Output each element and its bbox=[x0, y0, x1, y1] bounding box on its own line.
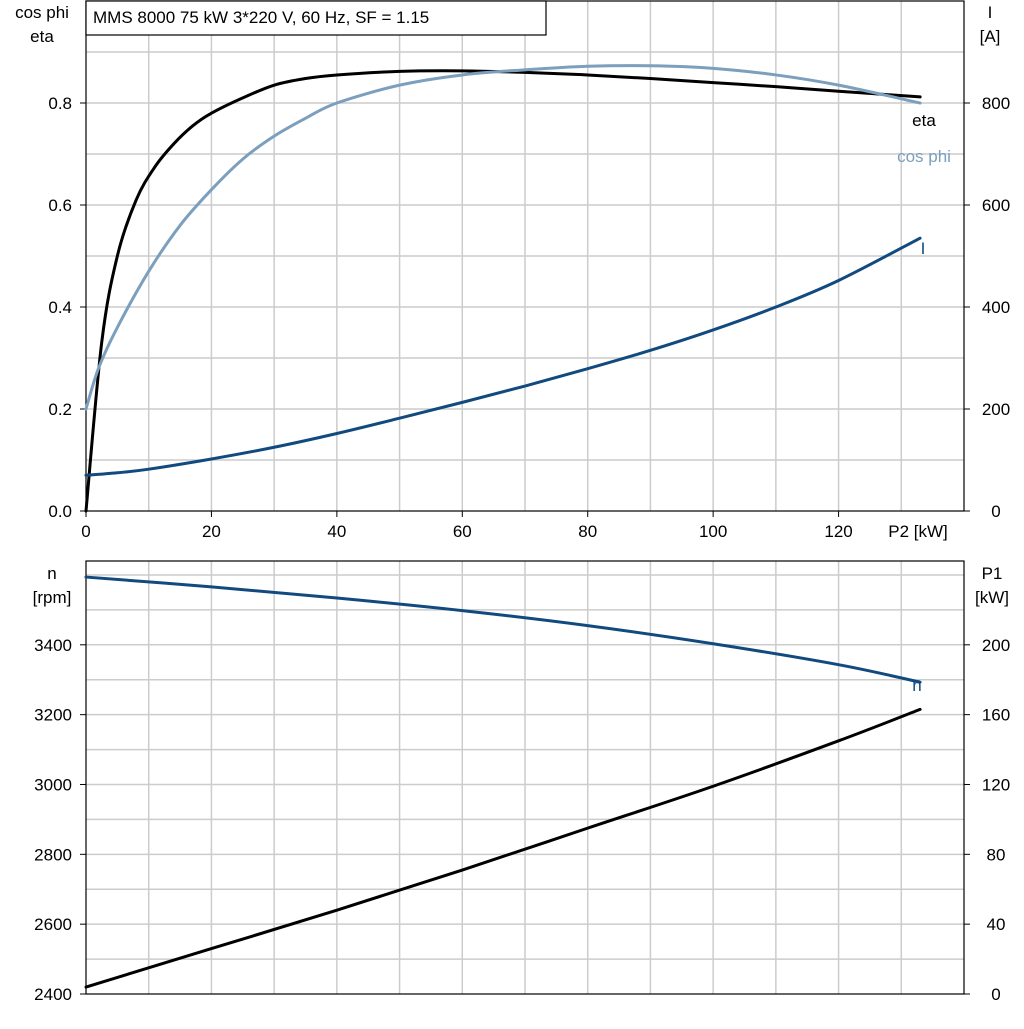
bottom-right-tick-label: 160 bbox=[982, 706, 1010, 725]
top-left-tick-label: 0.0 bbox=[48, 502, 72, 521]
bottom-left-tick-label: 2800 bbox=[34, 845, 72, 864]
bottom-left-tick-label: 3200 bbox=[34, 706, 72, 725]
bottom-right-tick-label: 200 bbox=[982, 636, 1010, 655]
bottom-left-tick-label: 2400 bbox=[34, 985, 72, 1004]
x-tick-label: 20 bbox=[202, 522, 221, 541]
bottom-right-tick-label: 80 bbox=[987, 845, 1006, 864]
top-right-tick-label: 400 bbox=[982, 298, 1010, 317]
x-tick-label: 120 bbox=[824, 522, 852, 541]
p1-series-line bbox=[84, 707, 922, 989]
bottom-panel-grid bbox=[86, 561, 964, 994]
bottom-left-axis-label-2: [rpm] bbox=[33, 588, 72, 607]
bottom-left-tick-label: 2600 bbox=[34, 915, 72, 934]
bottom-right-tick-label: 0 bbox=[991, 985, 1000, 1004]
bottom-right-axis-label-1: P1 bbox=[982, 564, 1003, 583]
eta-series-label: eta bbox=[912, 111, 936, 130]
cos-phi-series-line bbox=[84, 64, 922, 411]
bottom-right-tick-label: 120 bbox=[982, 775, 1010, 794]
speed-series-label: n bbox=[912, 676, 921, 695]
x-tick-label: 100 bbox=[699, 522, 727, 541]
chart-title-box bbox=[85, 0, 547, 36]
top-left-axis-label-1: cos phi bbox=[15, 3, 69, 22]
top-x-axis-label: P2 [kW] bbox=[888, 522, 948, 541]
top-left-tick-label: 0.6 bbox=[48, 196, 72, 215]
bottom-right-axis-label-2: [kW] bbox=[975, 588, 1009, 607]
x-tick-label: 0 bbox=[81, 522, 90, 541]
chart-title: MMS 8000 75 kW 3*220 V, 60 Hz, SF = 1.15 bbox=[93, 8, 429, 27]
i-series-line bbox=[84, 236, 922, 477]
bottom-panel-series bbox=[84, 575, 922, 989]
x-tick-label: 40 bbox=[327, 522, 346, 541]
eta-series-line bbox=[84, 69, 922, 513]
x-tick-label: 60 bbox=[453, 522, 472, 541]
top-right-tick-label: 200 bbox=[982, 400, 1010, 419]
top-left-tick-label: 0.8 bbox=[48, 94, 72, 113]
bottom-left-axis-label-1: n bbox=[47, 564, 56, 583]
top-right-axis-label-1: I bbox=[988, 3, 993, 22]
top-right-tick-label: 0 bbox=[991, 502, 1000, 521]
top-panel-series bbox=[84, 64, 922, 513]
bottom-left-tick-label: 3400 bbox=[34, 636, 72, 655]
bottom-panel-frame bbox=[85, 560, 965, 995]
top-panel-ticks: 0.0 0.2 0.4 0.6 0.8 0 200 400 600 800 0 20 40 60 80 100… bbox=[48, 94, 1010, 541]
bottom-panel-ticks: 2400 2600 2800 3000 3200 3400 0 40 80 120 160 200 bbox=[34, 636, 1010, 1004]
bottom-right-tick-label: 40 bbox=[987, 915, 1006, 934]
cos-phi-series-label: cos phi bbox=[897, 147, 951, 166]
top-panel-grid bbox=[86, 1, 964, 511]
top-right-axis-label-2: [A] bbox=[980, 27, 1001, 46]
top-left-axis-label-2: eta bbox=[30, 27, 54, 46]
bottom-left-tick-label: 3000 bbox=[34, 775, 72, 794]
n-series-line bbox=[84, 575, 922, 684]
top-right-tick-label: 600 bbox=[982, 196, 1010, 215]
top-left-tick-label: 0.4 bbox=[48, 298, 72, 317]
x-tick-label: 80 bbox=[578, 522, 597, 541]
current-series-label: I bbox=[921, 239, 926, 258]
top-left-tick-label: 0.2 bbox=[48, 400, 72, 419]
top-right-tick-label: 800 bbox=[982, 94, 1010, 113]
